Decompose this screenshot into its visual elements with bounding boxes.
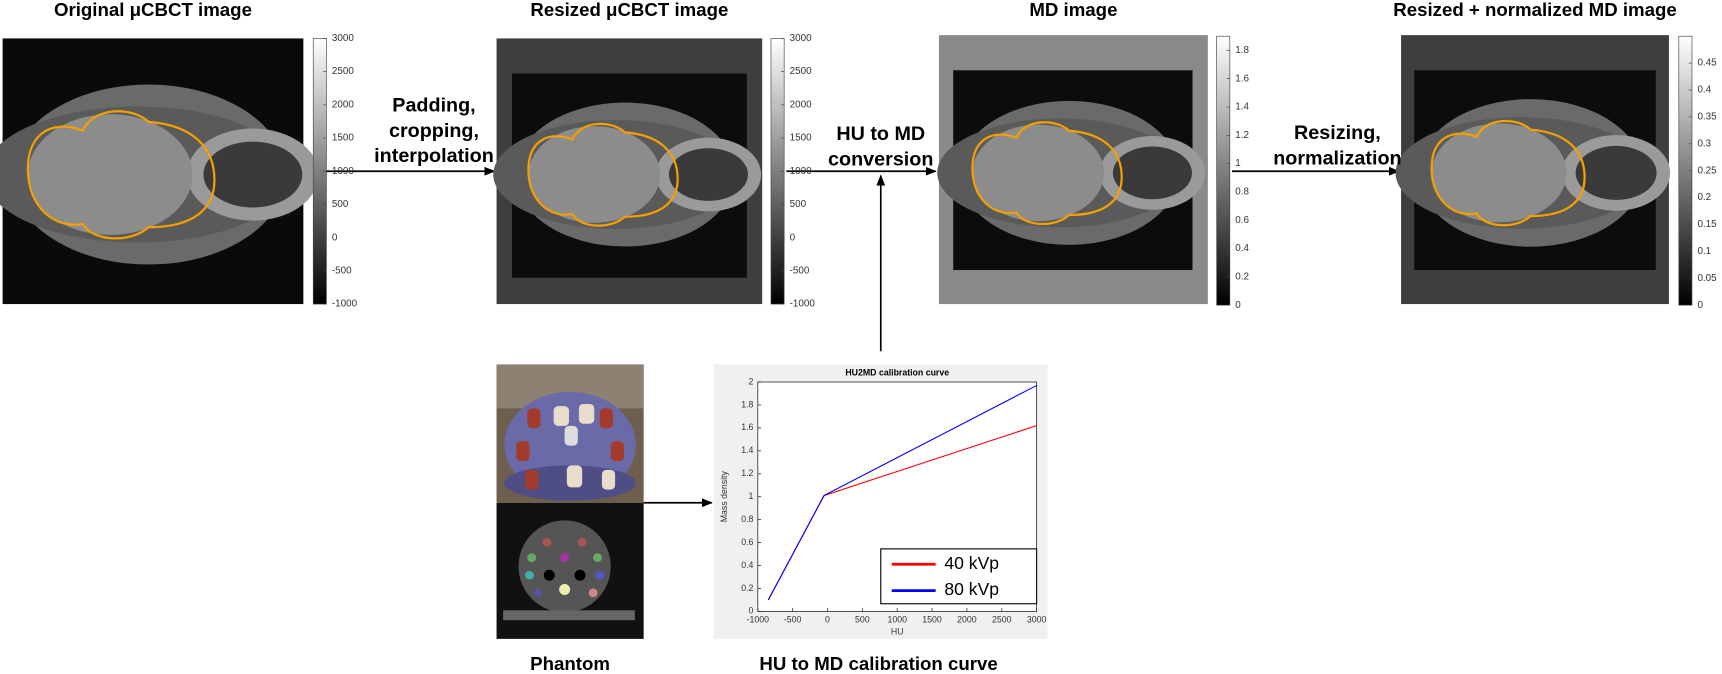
colorbar-tick-label: 0.1 — [1697, 246, 1711, 257]
colorbar-tick-label: 0.05 — [1697, 273, 1717, 284]
colorbar-tick-label: 0.3 — [1697, 138, 1711, 149]
arrow-label: conversion — [828, 148, 933, 170]
y-tick-label: 1 — [749, 491, 754, 501]
colorbar-tick-label: -1000 — [790, 299, 816, 310]
colorbar-tick-label: 1.2 — [1235, 130, 1249, 141]
colorbar-tick-label: 2500 — [332, 66, 354, 77]
nasal — [1112, 146, 1192, 200]
panel-title: Original μCBCT image — [54, 0, 252, 20]
colorbar-tick-label: 0 — [1697, 300, 1703, 311]
legend-label: 80 kVp — [944, 579, 999, 599]
brain-contour — [1430, 119, 1586, 227]
y-tick-label: 1.6 — [741, 422, 753, 432]
panel-title: Resized + normalized MD image — [1393, 0, 1677, 20]
x-tick-label: 500 — [855, 615, 870, 625]
y-tick-label: 0 — [749, 606, 754, 616]
nasal — [1575, 145, 1657, 200]
arrow-label: Resizing, — [1294, 122, 1381, 144]
colorbar-tick-label: 1500 — [332, 133, 354, 144]
legend — [880, 548, 1038, 605]
x-tick-label: 2000 — [957, 615, 977, 625]
arrow-label: HU to MD — [836, 123, 925, 145]
colorbar-tick-label: 2000 — [332, 99, 354, 110]
panel-title: Resized μCBCT image — [530, 0, 728, 20]
panel-title: MD image — [1029, 0, 1117, 20]
series-line — [767, 384, 1037, 601]
arrow-label: interpolation — [374, 145, 494, 167]
colorbar-tick-label: 1000 — [790, 166, 812, 177]
x-tick-label: 1500 — [922, 615, 942, 625]
colorbar-tick-label: 1500 — [790, 133, 812, 144]
colorbar-tick-label: 0 — [1235, 300, 1241, 311]
colorbar-tick-label: 0.4 — [1697, 85, 1711, 96]
colorbar-tick-label: 500 — [332, 199, 349, 210]
brain — [27, 114, 193, 235]
arrow-label: Padding, — [392, 95, 475, 117]
phantom-image — [496, 364, 644, 639]
caption: HU to MD calibration curve — [759, 653, 997, 674]
colorbar-tick-label: 0.25 — [1697, 165, 1717, 176]
colorbar-tick-label: 2500 — [790, 66, 812, 77]
colorbar-tick-label: 0.15 — [1697, 219, 1717, 230]
arrow-label: normalization — [1273, 147, 1401, 169]
brain-contour — [26, 110, 216, 240]
brain — [1431, 123, 1567, 223]
y-tick-label: 0.4 — [741, 560, 753, 570]
colorbar-tick-label: 3000 — [332, 33, 354, 44]
ct-anatomy — [493, 102, 762, 247]
colorbar-tick-label: 1000 — [332, 166, 354, 177]
x-tick-label: 0 — [825, 615, 830, 625]
colorbar-tick-label: 0.45 — [1697, 58, 1717, 69]
y-tick-label: 1.8 — [741, 399, 753, 409]
colorbar-tick-label: 1.8 — [1235, 45, 1249, 56]
x-axis-label: HU — [891, 627, 904, 637]
colorbar-tick-label: 0 — [332, 232, 338, 243]
colorbar-tick-label: 1 — [1235, 158, 1240, 169]
colorbar-tick-label: 3000 — [790, 33, 812, 44]
colorbar-tick-label: 0.4 — [1235, 243, 1249, 254]
x-tick-label: -500 — [784, 615, 802, 625]
y-tick-label: 0.6 — [741, 537, 753, 547]
colorbar-tick-label: 1.4 — [1235, 102, 1249, 113]
y-tick-label: 0.8 — [741, 514, 753, 524]
ct-anatomy — [0, 84, 319, 265]
colorbar-tick-label: 1.6 — [1235, 73, 1249, 84]
colorbar-tick-label: -1000 — [332, 299, 358, 310]
brain — [528, 126, 661, 223]
chart-title: HU2MD calibration curve — [845, 368, 949, 378]
arrow-label: cropping, — [389, 120, 479, 142]
y-axis-label: Mass density — [719, 471, 729, 523]
ct-anatomy — [937, 100, 1206, 245]
x-tick-label: 2500 — [992, 615, 1012, 625]
colorbar — [1216, 35, 1231, 306]
x-tick-label: -1000 — [747, 615, 770, 625]
brain — [972, 124, 1105, 222]
brain-contour — [971, 121, 1123, 226]
colorbar-tick-label: 0.35 — [1697, 112, 1717, 123]
x-tick-label: 1000 — [887, 615, 907, 625]
x-tick-label: 3000 — [1027, 615, 1047, 625]
colorbar-tick-label: 500 — [790, 199, 807, 210]
colorbar-tick-label: 0.2 — [1235, 271, 1249, 282]
y-tick-label: 0.2 — [741, 583, 753, 593]
colorbar-tick-label: -500 — [790, 265, 810, 276]
colorbar-tick-label: 0.2 — [1697, 192, 1711, 203]
ct-anatomy — [1395, 99, 1671, 247]
colorbar-tick-label: 2000 — [790, 99, 812, 110]
y-tick-label: 1.2 — [741, 468, 753, 478]
caption: Phantom — [530, 653, 610, 674]
legend-label: 40 kVp — [944, 553, 999, 573]
colorbar-tick-label: 0 — [790, 232, 796, 243]
y-tick-label: 2 — [749, 376, 754, 386]
colorbar-tick-label: -500 — [332, 265, 352, 276]
nasal — [203, 141, 303, 208]
colorbar-tick-label: 0.8 — [1235, 187, 1249, 198]
nasal — [668, 148, 748, 201]
y-tick-label: 1.4 — [741, 445, 753, 455]
colorbar-tick-label: 0.6 — [1235, 215, 1249, 226]
brain-contour — [527, 122, 679, 227]
